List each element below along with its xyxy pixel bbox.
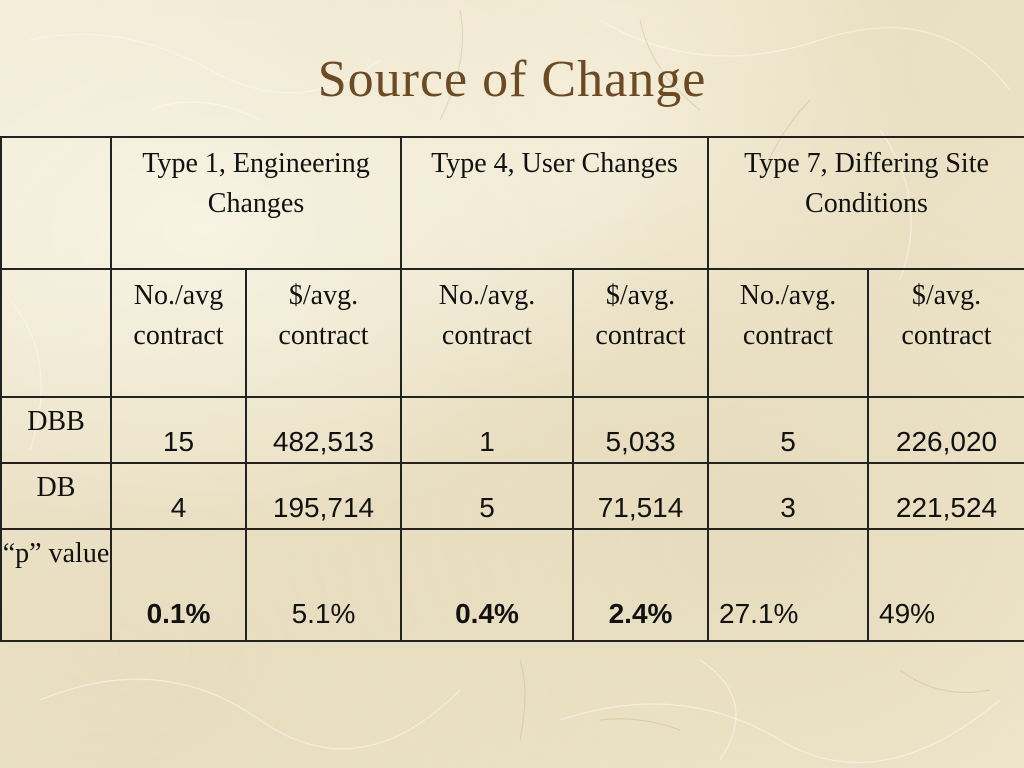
table-cell: 0.1% <box>110 528 247 642</box>
table-group-header-row: Type 1, Engineering Changes Type 4, User… <box>0 136 1024 270</box>
table-cell: 482,513 <box>244 396 403 464</box>
table-row: “p” value 0.1% 5.1% 0.4% 2.4% 27.1% 49% <box>0 528 1024 642</box>
table-cell: 226,020 <box>867 396 1024 464</box>
table-cell: 15 <box>110 396 247 464</box>
table-subheader-row: No./avg contract $/avg. contract No./avg… <box>0 268 1024 398</box>
table-cell: 5,033 <box>572 396 710 464</box>
table-cell: 5.1% <box>244 528 403 642</box>
subheader-cell: $/avg. contract <box>572 268 710 398</box>
table-cell: 27.1% <box>707 528 870 642</box>
table-cell: 5 <box>400 462 575 530</box>
table-cell: 3 <box>707 462 870 530</box>
row-label-db: DB <box>0 462 112 530</box>
table-cell: 4 <box>110 462 247 530</box>
row-label-dbb: DBB <box>0 396 112 464</box>
subheader-cell: No./avg. contract <box>400 268 575 398</box>
table-cell: 0.4% <box>400 528 575 642</box>
table-row: DBB 15 482,513 1 5,033 5 226,020 <box>0 396 1024 464</box>
subheader-cell: No./avg contract <box>110 268 247 398</box>
page-title: Source of Change <box>317 51 707 108</box>
table-subheader-empty-cell <box>0 268 112 398</box>
table-corner-cell <box>0 136 112 270</box>
table-cell: 71,514 <box>572 462 710 530</box>
table-cell: 1 <box>400 396 575 464</box>
source-of-change-table: Type 1, Engineering Changes Type 4, User… <box>0 136 1024 642</box>
table-cell: 5 <box>707 396 870 464</box>
subheader-cell: $/avg. contract <box>867 268 1024 398</box>
row-label-p-value: “p” value <box>0 528 112 642</box>
table-cell: 221,524 <box>867 462 1024 530</box>
group-header-type-1: Type 1, Engineering Changes <box>109 136 403 270</box>
subheader-cell: $/avg. contract <box>244 268 403 398</box>
table-row: DB 4 195,714 5 71,514 3 221,524 <box>0 462 1024 530</box>
table-cell: 195,714 <box>244 462 403 530</box>
table-cell: 2.4% <box>572 528 710 642</box>
table-cell: 49% <box>867 528 1024 642</box>
group-header-type-7: Type 7, Differing Site Conditions <box>707 136 1024 270</box>
subheader-cell: No./avg. contract <box>707 268 870 398</box>
group-header-type-4: Type 4, User Changes <box>400 136 710 270</box>
